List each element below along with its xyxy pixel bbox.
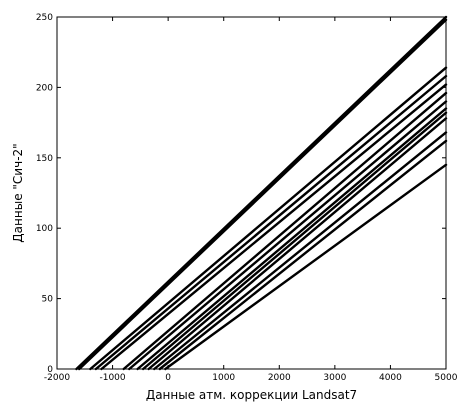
x-tick-label: -1000	[99, 373, 125, 383]
series-line	[141, 111, 448, 371]
plot-area	[56, 16, 447, 370]
y-tick-label: 100	[36, 224, 53, 234]
x-tick-label: 3000	[323, 373, 346, 383]
x-tick-label: 5000	[435, 373, 457, 383]
y-tick-label: 150	[36, 154, 53, 164]
y-tick-label: 250	[36, 13, 53, 23]
y-axis: 0 50 100 150 200 250	[36, 13, 446, 375]
series-line	[147, 117, 448, 371]
series-line	[122, 91, 448, 371]
series-line	[100, 83, 448, 371]
series-line	[94, 74, 448, 371]
x-axis-title: Данные атм. коррекции Landsat7	[146, 388, 357, 402]
y-tick-label: 0	[47, 365, 53, 375]
series-line	[136, 107, 448, 371]
series-line	[89, 66, 448, 371]
x-tick-label: 0	[165, 373, 171, 383]
x-axis: -2000 -1000 0 1000 2000 3000 4000 5000	[44, 17, 457, 383]
series-line	[75, 15, 448, 371]
series-line	[158, 139, 448, 371]
x-tick-label: 2000	[268, 373, 291, 383]
series-line	[153, 131, 448, 371]
x-tick-label: 4000	[379, 373, 402, 383]
y-axis-title: Данные "Сич-2"	[11, 143, 25, 242]
y-tick-label: 200	[36, 83, 53, 93]
series-line	[164, 163, 448, 371]
y-tick-label: 50	[42, 295, 54, 305]
x-tick-label: -2000	[44, 373, 70, 383]
series-line	[78, 18, 448, 371]
x-tick-label: 1000	[212, 373, 235, 383]
series-group	[75, 15, 448, 371]
series-line	[128, 100, 448, 371]
plot-frame	[56, 16, 447, 370]
